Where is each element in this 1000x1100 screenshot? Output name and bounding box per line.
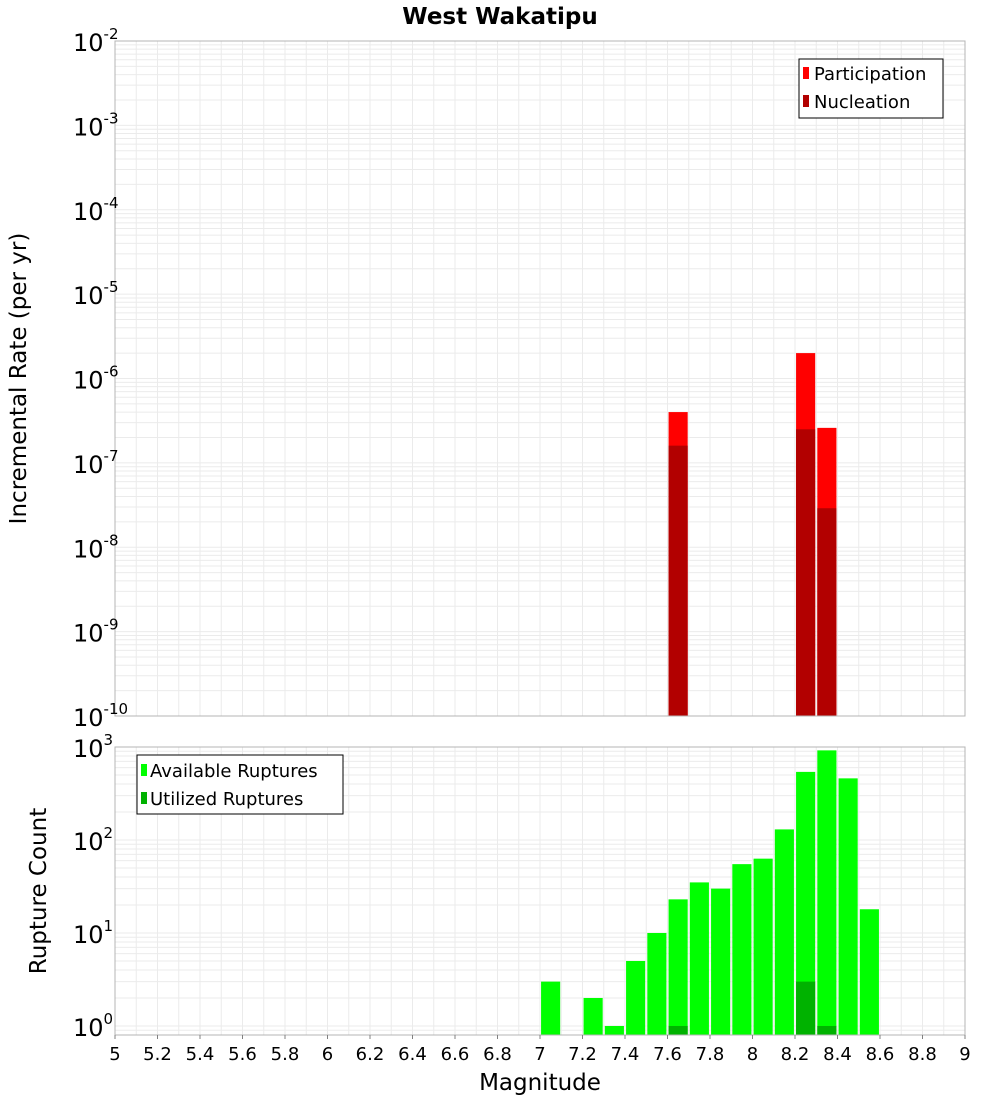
rate-bars [668, 353, 837, 716]
count-bars [541, 750, 879, 1035]
x-tick-label: 5.2 [143, 1044, 172, 1065]
x-tick-label: 6.4 [398, 1044, 427, 1065]
participation-legend-swatch [803, 67, 809, 79]
count-y-tick-label: 101 [73, 917, 113, 949]
utilized-legend-label: Utilized Ruptures [150, 789, 303, 810]
available-legend-label: Available Ruptures [150, 761, 318, 782]
rate-legend-box [798, 58, 944, 119]
rate-y-tick-label: 10-5 [73, 278, 119, 310]
x-tick-label: 5 [109, 1044, 120, 1065]
rate-panel: 10-10 10-9 10-8 10-7 10-6 10-5 10-4 10-3 10-2 In… [6, 25, 966, 732]
count-bar-series1 [817, 1025, 837, 1035]
x-tick-label: 7.6 [653, 1044, 682, 1065]
x-tick-label: 9 [959, 1044, 970, 1065]
x-tick-label: 8.4 [823, 1044, 852, 1065]
count-y-tick-label: 100 [73, 1010, 113, 1042]
count-y-ticks: 100 101 102 103 [73, 731, 113, 1042]
chart-title: West Wakatipu [402, 4, 597, 30]
count-legend-box [136, 754, 344, 815]
count-bar-series0 [541, 981, 561, 1035]
x-tick-label: 7.4 [611, 1044, 640, 1065]
x-tick-label: 8.6 [866, 1044, 895, 1065]
x-tick-label: 6 [322, 1044, 333, 1065]
x-tick-label: 5.8 [271, 1044, 300, 1065]
count-bar-series0 [774, 829, 794, 1035]
rate-y-tick-label: 10-3 [73, 109, 119, 141]
rate-y-tick-label: 10-8 [73, 531, 119, 563]
count-y-tick-label: 103 [73, 731, 113, 763]
count-bar-series0 [817, 750, 837, 1035]
x-tick-label: 6.8 [483, 1044, 512, 1065]
x-tick-label: 7 [534, 1044, 545, 1065]
x-tick-label: 6.6 [441, 1044, 470, 1065]
rate-bar-series1 [668, 445, 688, 716]
utilized-legend-swatch [141, 792, 147, 804]
rate-bar-series1 [796, 429, 816, 716]
count-bar-series0 [711, 888, 731, 1035]
x-tick-label: 8 [747, 1044, 758, 1065]
count-legend: Available Ruptures Utilized Ruptures [136, 754, 344, 815]
x-axis-label: Magnitude [479, 1070, 601, 1096]
x-tick-label: 6.2 [356, 1044, 385, 1065]
count-bar-series0 [796, 771, 816, 1035]
count-bar-series0 [838, 778, 858, 1035]
x-tick-label: 7.2 [568, 1044, 597, 1065]
rate-y-tick-label: 10-4 [73, 194, 119, 226]
participation-legend-label: Participation [814, 64, 926, 85]
count-bar-series0 [647, 932, 667, 1035]
rate-y-axis-label: Incremental Rate (per yr) [6, 233, 32, 525]
x-tick-label: 8.2 [781, 1044, 810, 1065]
count-y-tick-label: 102 [73, 824, 113, 856]
rate-y-ticks: 10-10 10-9 10-8 10-7 10-6 10-5 10-4 10-3 10-2 [73, 25, 128, 732]
count-bar-series0 [583, 997, 603, 1035]
count-bar-series0 [859, 909, 879, 1035]
rate-legend: Participation Nucleation [798, 58, 944, 119]
count-bar-series0 [732, 864, 752, 1035]
available-legend-swatch [141, 764, 147, 776]
count-bar-series0 [689, 882, 709, 1035]
nucleation-legend-swatch [803, 95, 809, 107]
count-panel: 100 101 102 103 5 5.2 5.4 5.6 5.8 6 6.2 6.4 6.6 6.8 7… [26, 731, 971, 1096]
x-tick-label: 7.8 [696, 1044, 725, 1065]
count-bar-series0 [604, 1025, 624, 1035]
rate-grid [114, 40, 966, 717]
rate-y-tick-label: 10-2 [73, 25, 119, 57]
count-bar-series1 [796, 981, 816, 1035]
rate-y-tick-label: 10-7 [73, 447, 119, 479]
rate-y-tick-label: 10-10 [73, 700, 128, 732]
count-bar-series1 [668, 1025, 688, 1035]
nucleation-legend-label: Nucleation [814, 92, 910, 113]
x-ticks: 5 5.2 5.4 5.6 5.8 6 6.2 6.4 6.6 6.8 7 7.2 7.4 7.6 7.8 8… [109, 1035, 971, 1065]
count-bar-series0 [626, 960, 646, 1035]
x-tick-label: 5.4 [186, 1044, 215, 1065]
rate-plot-frame [114, 40, 966, 717]
rate-bar-series1 [817, 508, 837, 716]
x-tick-label: 8.8 [908, 1044, 937, 1065]
x-tick-label: 5.6 [228, 1044, 257, 1065]
count-y-axis-label: Rupture Count [26, 808, 52, 974]
rate-y-tick-label: 10-9 [73, 616, 119, 648]
count-bar-series0 [753, 858, 773, 1035]
rate-y-tick-label: 10-6 [73, 363, 119, 395]
count-bar-series0 [668, 899, 688, 1035]
